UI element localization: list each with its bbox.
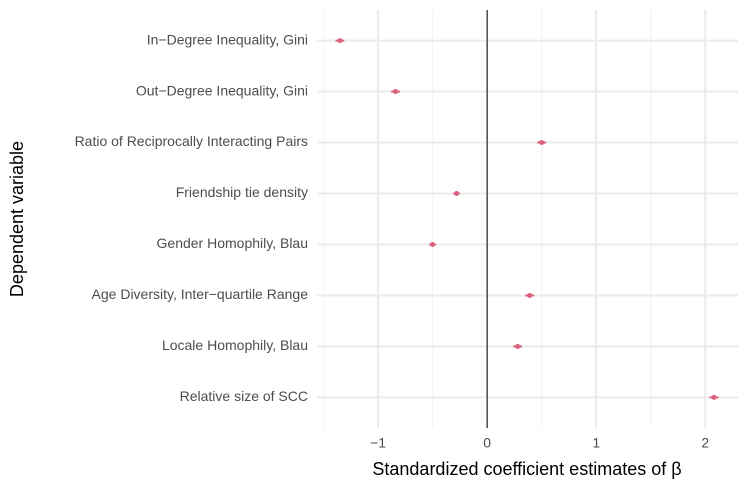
point [337, 38, 343, 44]
y-tick-label: Out−Degree Inequality, Gini [136, 82, 308, 98]
point [454, 191, 460, 197]
x-tick-label: 2 [701, 435, 709, 451]
point [711, 394, 717, 400]
y-tick-label: Gender Homophily, Blau [157, 235, 308, 251]
point [539, 140, 545, 146]
point [430, 241, 436, 247]
y-axis-title: Dependent variable [7, 141, 27, 297]
point [393, 89, 399, 95]
y-tick-label: Relative size of SCC [180, 388, 308, 404]
y-tick-label: Locale Homophily, Blau [162, 337, 308, 353]
x-axis-title: Standardized coefficient estimates of β [372, 459, 681, 479]
y-tick-label: Ratio of Reciprocally Interacting Pairs [75, 133, 308, 149]
y-tick-label: In−Degree Inequality, Gini [147, 31, 308, 47]
x-tick-label: 1 [592, 435, 600, 451]
point [515, 343, 521, 349]
x-tick-label: −1 [370, 435, 386, 451]
y-tick-label: Friendship tie density [176, 184, 308, 200]
point [527, 292, 533, 298]
x-tick-label: 0 [483, 435, 491, 451]
y-tick-label: Age Diversity, Inter−quartile Range [92, 286, 309, 302]
